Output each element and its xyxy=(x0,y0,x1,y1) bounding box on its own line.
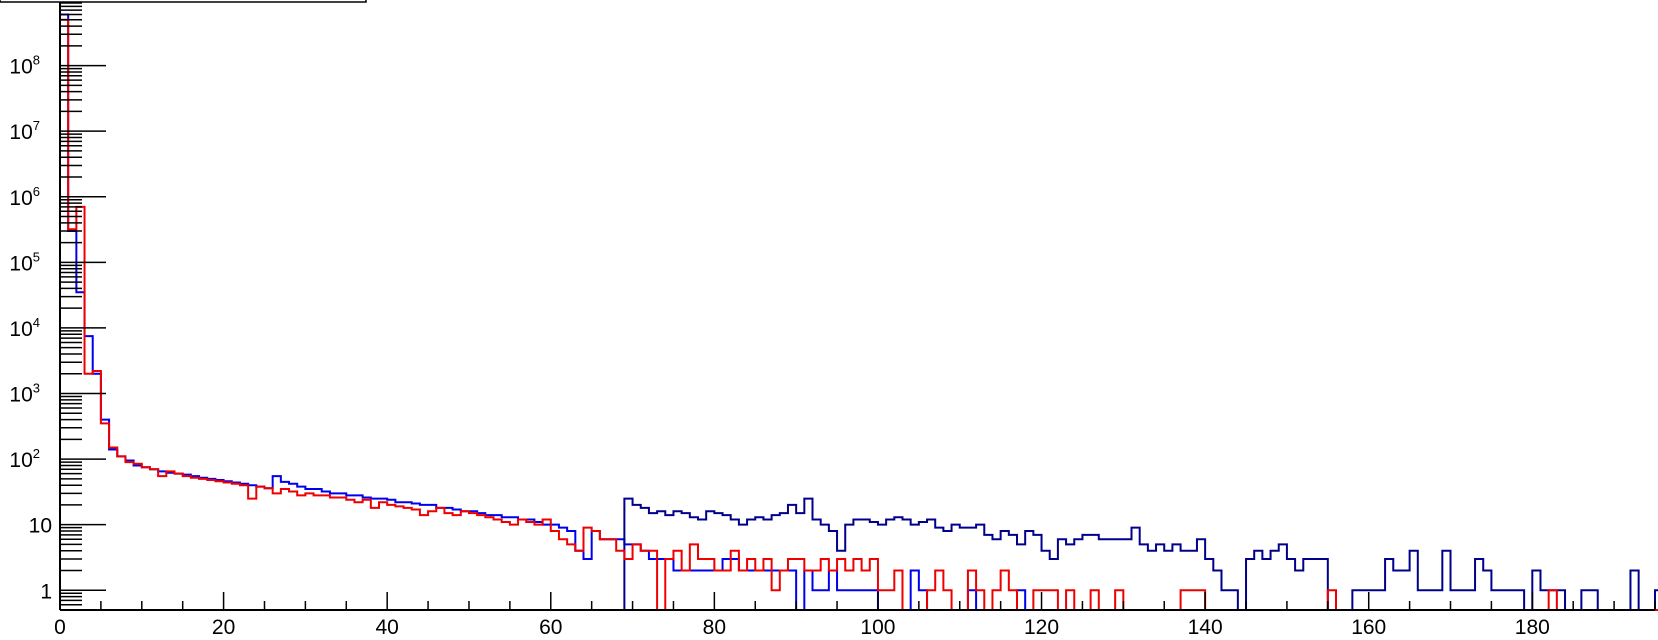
labels-layer: 0 20 40 60 80 100 120 140 160 180 1 10 102 103 104 105 1… xyxy=(9,53,1549,639)
x-tick-label-7: 140 xyxy=(1188,616,1223,639)
y-tick-label-5: 105 xyxy=(9,249,40,275)
x-tick-label-1: 20 xyxy=(212,616,235,639)
x-tick-label-4: 80 xyxy=(703,616,726,639)
y-tick-label-2: 102 xyxy=(9,446,40,472)
x-tick-label-0: 0 xyxy=(54,616,66,639)
y-tick-label-1: 10 xyxy=(29,515,52,538)
ticks-layer xyxy=(59,2,1656,611)
x-tick-label-9: 180 xyxy=(1515,616,1550,639)
y-tick-label-8: 108 xyxy=(9,53,40,79)
y-tick-label-7: 107 xyxy=(9,118,40,144)
x-tick-label-5: 100 xyxy=(860,616,895,639)
x-tick-label-3: 60 xyxy=(539,616,562,639)
x-tick-label-2: 40 xyxy=(375,616,398,639)
axes-layer xyxy=(0,0,1655,611)
y-tick-label-3: 103 xyxy=(9,381,40,407)
y-tick-label-6: 106 xyxy=(9,184,40,210)
x-tick-label-8: 160 xyxy=(1351,616,1386,639)
y-tick-label-4: 104 xyxy=(9,315,40,341)
x-tick-label-6: 120 xyxy=(1024,616,1059,639)
stats-box xyxy=(0,0,367,3)
y-tick-label-0: 1 xyxy=(40,580,52,603)
